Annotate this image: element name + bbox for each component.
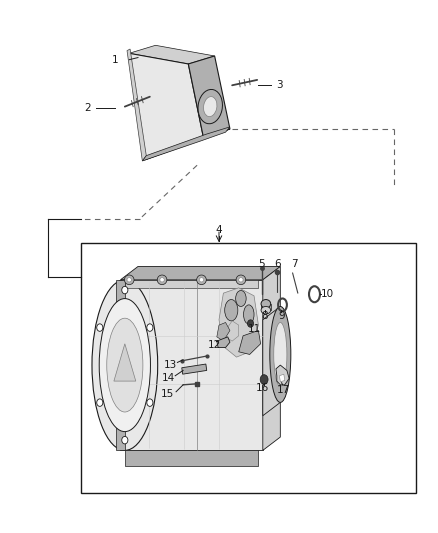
Ellipse shape bbox=[122, 286, 128, 294]
Polygon shape bbox=[279, 374, 285, 382]
Ellipse shape bbox=[199, 278, 204, 282]
Polygon shape bbox=[219, 288, 258, 357]
Polygon shape bbox=[263, 266, 280, 450]
Polygon shape bbox=[263, 306, 280, 416]
Polygon shape bbox=[217, 322, 230, 341]
Ellipse shape bbox=[107, 318, 143, 412]
Ellipse shape bbox=[244, 305, 254, 324]
Polygon shape bbox=[129, 53, 204, 160]
Text: 14: 14 bbox=[162, 374, 175, 383]
Polygon shape bbox=[182, 364, 207, 374]
Text: 1: 1 bbox=[111, 55, 118, 64]
Polygon shape bbox=[261, 304, 271, 310]
Ellipse shape bbox=[124, 275, 134, 285]
Polygon shape bbox=[125, 450, 258, 466]
Ellipse shape bbox=[261, 306, 271, 314]
Text: 6: 6 bbox=[274, 259, 281, 269]
Polygon shape bbox=[239, 330, 261, 354]
Polygon shape bbox=[145, 129, 230, 160]
Ellipse shape bbox=[198, 90, 223, 124]
Circle shape bbox=[260, 375, 268, 384]
Polygon shape bbox=[125, 280, 258, 288]
Polygon shape bbox=[276, 365, 289, 385]
Ellipse shape bbox=[147, 324, 153, 332]
Text: 2: 2 bbox=[84, 103, 91, 113]
Text: 17: 17 bbox=[277, 385, 290, 395]
Text: 5: 5 bbox=[258, 259, 265, 269]
Polygon shape bbox=[120, 280, 263, 450]
Ellipse shape bbox=[261, 300, 271, 308]
Circle shape bbox=[247, 320, 254, 327]
Ellipse shape bbox=[92, 280, 158, 450]
Ellipse shape bbox=[197, 275, 206, 285]
Ellipse shape bbox=[99, 298, 150, 432]
Text: 7: 7 bbox=[291, 259, 298, 269]
Ellipse shape bbox=[236, 290, 246, 306]
Polygon shape bbox=[217, 337, 230, 348]
Ellipse shape bbox=[160, 278, 164, 282]
Text: 3: 3 bbox=[276, 80, 283, 90]
Text: 9: 9 bbox=[278, 311, 285, 320]
Ellipse shape bbox=[97, 399, 103, 406]
Polygon shape bbox=[129, 45, 215, 64]
Ellipse shape bbox=[236, 275, 246, 285]
Ellipse shape bbox=[239, 278, 243, 282]
Polygon shape bbox=[188, 56, 230, 139]
Text: 11: 11 bbox=[248, 324, 261, 334]
Ellipse shape bbox=[157, 275, 167, 285]
Ellipse shape bbox=[225, 300, 238, 321]
Text: 13: 13 bbox=[163, 360, 177, 370]
Polygon shape bbox=[127, 49, 146, 161]
Ellipse shape bbox=[204, 96, 217, 117]
Polygon shape bbox=[116, 280, 125, 450]
Text: 15: 15 bbox=[161, 390, 174, 399]
Ellipse shape bbox=[147, 399, 153, 406]
Polygon shape bbox=[226, 321, 239, 341]
Ellipse shape bbox=[122, 437, 128, 444]
Bar bbox=[81, 243, 416, 493]
Polygon shape bbox=[114, 344, 136, 381]
Text: 10: 10 bbox=[321, 289, 334, 299]
Text: 16: 16 bbox=[256, 383, 269, 393]
Ellipse shape bbox=[127, 278, 131, 282]
Polygon shape bbox=[142, 127, 230, 161]
Ellipse shape bbox=[97, 324, 103, 332]
Text: 12: 12 bbox=[208, 340, 221, 350]
Ellipse shape bbox=[270, 306, 291, 402]
Text: 4: 4 bbox=[215, 225, 223, 235]
Polygon shape bbox=[120, 266, 280, 280]
Ellipse shape bbox=[274, 322, 287, 386]
Text: 8: 8 bbox=[261, 311, 268, 320]
